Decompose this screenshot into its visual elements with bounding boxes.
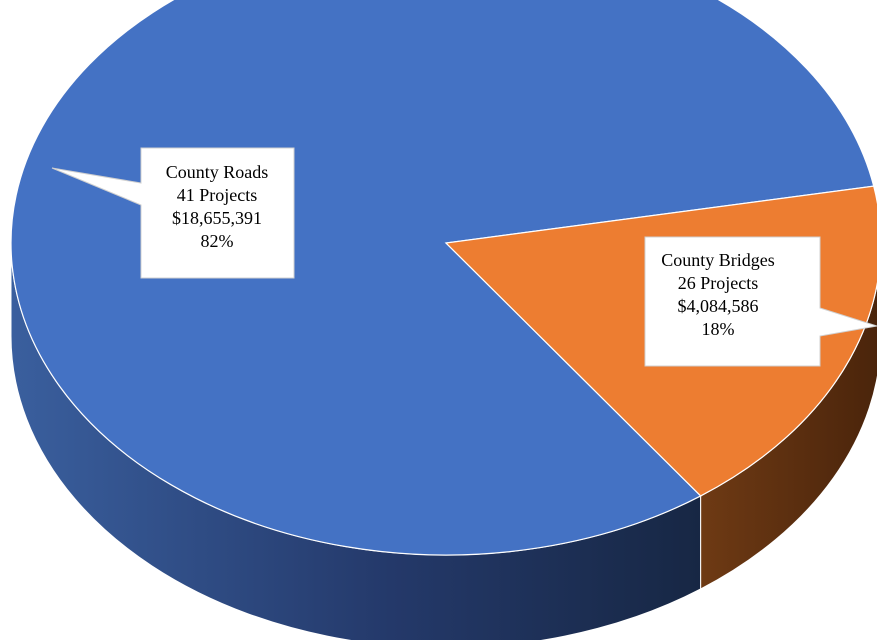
callout-projects-county-bridges: 26 Projects (678, 273, 759, 293)
callout-county-roads: County Roads 41 Projects $18,655,391 82% (51, 147, 295, 279)
callout-box-county-roads (51, 147, 295, 279)
slice-county-roads (10, 0, 875, 556)
callout-category-county-bridges: County Bridges (661, 250, 775, 270)
callout-percent-county-roads: 82% (201, 231, 234, 251)
callout-amount-county-roads: $18,655,391 (172, 208, 262, 228)
callout-projects-county-roads: 41 Projects (177, 185, 258, 205)
callout-percent-county-bridges: 18% (702, 319, 735, 339)
callout-box-county-bridges (644, 236, 877, 367)
callout-category-county-roads: County Roads (166, 162, 269, 182)
callout-amount-county-bridges: $4,084,586 (678, 296, 759, 316)
callout-county-bridges: County Bridges 26 Projects $4,084,586 18… (644, 236, 877, 367)
